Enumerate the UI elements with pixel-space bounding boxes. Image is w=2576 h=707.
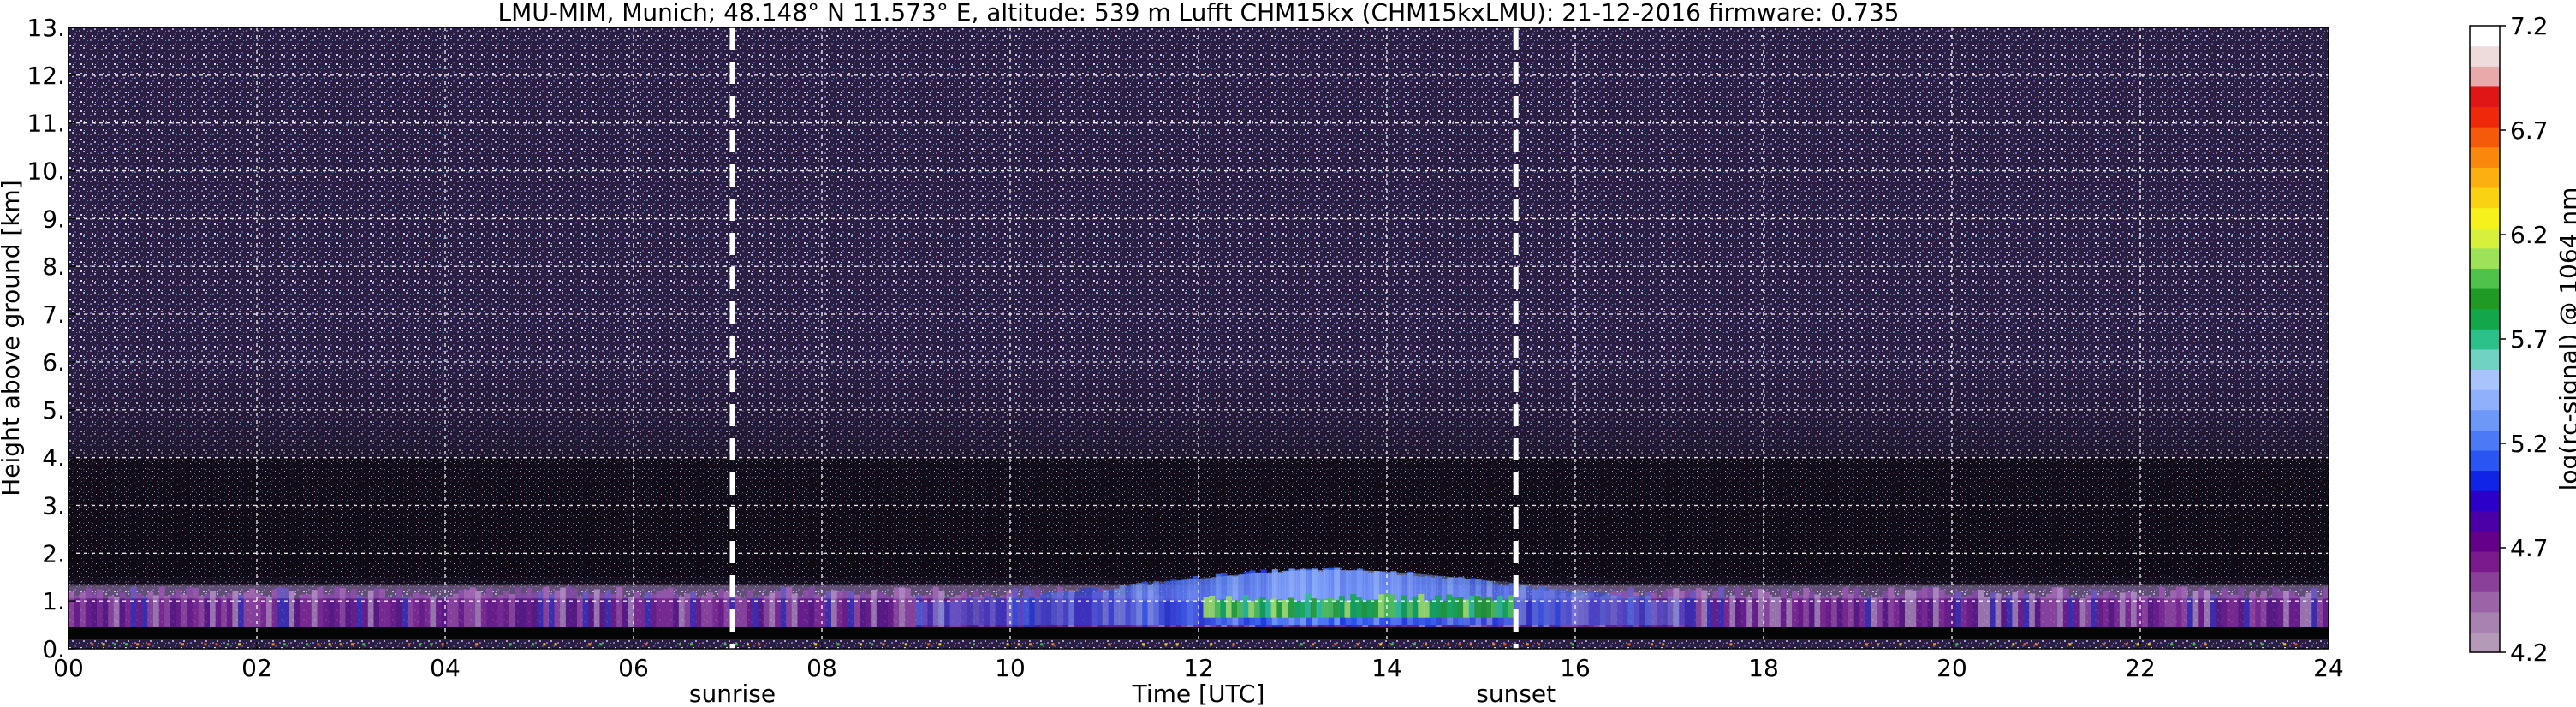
sunrise-label: sunrise xyxy=(689,680,776,707)
colorbar-swatch xyxy=(2470,531,2500,552)
colorbar-swatch xyxy=(2470,66,2500,87)
heatmap-image xyxy=(68,27,2329,649)
colorbar-swatch xyxy=(2470,167,2500,188)
grid xyxy=(68,27,2329,649)
x-tick-label: 14 xyxy=(1371,654,1402,682)
colorbar-swatch xyxy=(2470,490,2500,512)
y-tick-label: 1. xyxy=(42,587,65,615)
colorbar-tick-label: 5.7 xyxy=(2510,325,2549,354)
y-tick-label: 7. xyxy=(42,300,65,329)
colorbar-tick-label: 6.7 xyxy=(2510,116,2549,145)
colorbar-tick-label: 6.2 xyxy=(2510,221,2549,249)
colorbar-tick-label: 5.2 xyxy=(2510,430,2549,458)
colorbar-label: log(rc-signal) @ 1064 nm xyxy=(2555,187,2576,491)
colorbar-swatch xyxy=(2470,510,2500,532)
colorbar-swatch xyxy=(2470,348,2500,371)
x-tick-label: 12 xyxy=(1183,654,1214,682)
x-tick-label: 00 xyxy=(53,654,84,682)
x-axis-ticks: 00 02 04 06 08 10 12 14 16 18 20 22 24 xyxy=(53,642,2344,682)
colorbar-swatch xyxy=(2470,247,2500,269)
chart-title: LMU-MIM, Munich; 48.148° N 11.573° E, al… xyxy=(497,0,1900,27)
colorbar-tick-label: 7.2 xyxy=(2510,12,2549,40)
colorbar-tick-label: 4.7 xyxy=(2510,534,2549,562)
colorbar-swatch xyxy=(2470,207,2500,229)
colorbar-swatch xyxy=(2470,86,2500,108)
colorbar-swatch xyxy=(2470,632,2500,653)
colorbar-swatch xyxy=(2470,470,2500,491)
y-tick-label: 3. xyxy=(42,491,65,520)
colorbar-swatch xyxy=(2470,369,2500,390)
colorbar-swatch xyxy=(2470,127,2500,148)
colorbar: 4.2 4.7 5.2 5.7 6.2 6.7 7.2 xyxy=(2469,12,2549,667)
colorbar-swatch xyxy=(2470,571,2500,592)
colorbar-swatch xyxy=(2470,449,2500,472)
colorbar-swatch xyxy=(2470,228,2500,249)
colorbar-swatch xyxy=(2470,45,2500,67)
y-tick-label: 11. xyxy=(27,110,65,138)
x-tick-label: 16 xyxy=(1560,654,1591,682)
colorbar-swatch xyxy=(2470,187,2500,209)
x-tick-label: 18 xyxy=(1748,654,1779,682)
y-tick-label: 12. xyxy=(27,62,65,90)
colorbar-swatch xyxy=(2470,106,2500,128)
colorbar-swatch xyxy=(2470,591,2500,613)
colorbar-swatch xyxy=(2470,550,2500,573)
x-tick-label: 08 xyxy=(806,654,837,682)
colorbar-swatch xyxy=(2470,26,2500,47)
colorbar-swatch xyxy=(2470,430,2500,451)
x-tick-label: 02 xyxy=(241,654,272,682)
colorbar-tick-label: 4.2 xyxy=(2510,639,2549,667)
y-tick-label: 8. xyxy=(42,253,65,281)
x-tick-label: 24 xyxy=(2313,654,2344,682)
colorbar-swatch xyxy=(2470,268,2500,289)
x-tick-label: 22 xyxy=(2125,654,2156,682)
x-tick-label: 10 xyxy=(995,654,1026,682)
colorbar-swatch xyxy=(2470,409,2500,431)
y-tick-label: 13. xyxy=(27,14,65,42)
y-axis-ticks: 0. 1. 2. 3. 4. 5. 6. 7. 8. 9. 10. 11. 12. 13. xyxy=(27,14,75,663)
y-tick-label: 4. xyxy=(42,444,65,472)
colorbar-swatch xyxy=(2470,308,2500,330)
colorbar-swatch xyxy=(2470,611,2500,633)
y-axis-label: Height above ground [km] xyxy=(0,180,25,496)
x-axis-label: Time [UTC] xyxy=(1132,680,1265,707)
y-tick-label: 6. xyxy=(42,348,65,377)
y-tick-label: 2. xyxy=(42,539,65,567)
y-tick-label: 9. xyxy=(42,205,65,233)
y-tick-label: 5. xyxy=(42,396,65,425)
colorbar-swatch xyxy=(2470,288,2500,310)
x-tick-label: 04 xyxy=(430,654,461,682)
x-tick-label: 06 xyxy=(618,654,649,682)
colorbar-swatch xyxy=(2470,329,2500,350)
x-tick-label: 20 xyxy=(1936,654,1967,682)
annotations: sunrise sunset xyxy=(689,27,1556,707)
colorbar-swatch xyxy=(2470,389,2500,411)
y-tick-label: 10. xyxy=(27,157,65,186)
sunset-label: sunset xyxy=(1476,680,1556,707)
y-tick-label: 0. xyxy=(42,635,65,663)
colorbar-swatch xyxy=(2470,146,2500,168)
